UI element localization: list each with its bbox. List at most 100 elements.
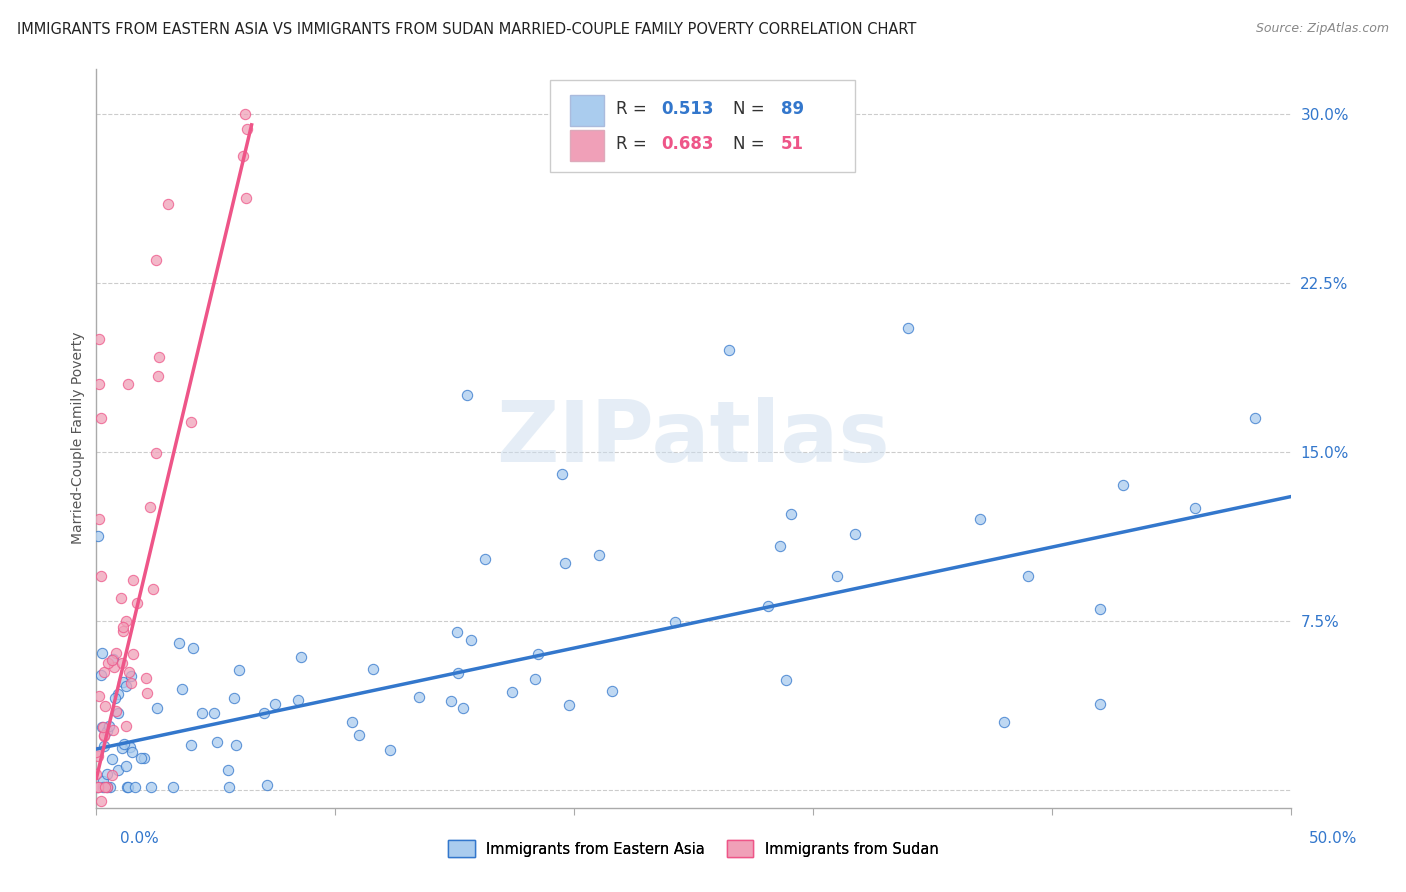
Point — [446, 624, 468, 639]
Point — [111, 740, 134, 755]
Point — [145, 253, 167, 268]
Point — [501, 685, 523, 699]
Point — [101, 652, 124, 666]
Point — [93, 729, 115, 743]
Point — [588, 548, 610, 562]
Point — [121, 573, 143, 587]
Text: Source: ZipAtlas.com: Source: ZipAtlas.com — [1256, 22, 1389, 36]
Point — [98, 780, 121, 795]
Point — [111, 656, 134, 670]
Text: ZIPatlas: ZIPatlas — [496, 397, 890, 480]
Point — [87, 689, 110, 703]
Point — [120, 739, 142, 754]
Point — [94, 780, 117, 795]
FancyBboxPatch shape — [571, 95, 605, 126]
Text: N =: N = — [733, 100, 769, 118]
Text: IMMIGRANTS FROM EASTERN ASIA VS IMMIGRANTS FROM SUDAN MARRIED-COUPLE FAMILY POVE: IMMIGRANTS FROM EASTERN ASIA VS IMMIGRAN… — [17, 22, 917, 37]
Point — [361, 662, 384, 676]
Point — [87, 780, 110, 795]
Point — [191, 706, 214, 720]
Point — [460, 632, 482, 647]
Point — [117, 780, 139, 795]
Point — [96, 780, 118, 795]
Point — [111, 675, 134, 690]
Point — [1112, 478, 1135, 492]
Point — [117, 780, 139, 795]
Point — [132, 751, 155, 765]
Point — [217, 763, 239, 777]
Point — [181, 641, 204, 656]
Point — [233, 106, 256, 120]
Point — [1243, 410, 1265, 425]
Point — [718, 343, 741, 358]
Point — [86, 780, 108, 795]
Point — [602, 683, 624, 698]
Point — [96, 780, 118, 795]
Y-axis label: Married-Couple Family Poverty: Married-Couple Family Poverty — [72, 332, 86, 544]
Point — [897, 320, 920, 334]
Point — [775, 673, 797, 688]
Text: N =: N = — [733, 135, 769, 153]
Point — [122, 647, 145, 661]
Point — [121, 675, 143, 690]
Point — [256, 779, 278, 793]
Point — [287, 693, 309, 707]
Point — [115, 719, 138, 733]
Point — [232, 149, 254, 163]
Point — [101, 768, 124, 782]
Point — [97, 657, 120, 671]
Point — [90, 410, 112, 425]
Point — [664, 615, 686, 629]
Point — [1088, 697, 1111, 711]
Point — [162, 780, 184, 795]
Point — [90, 794, 112, 808]
FancyBboxPatch shape — [550, 79, 855, 172]
Point — [101, 723, 124, 737]
FancyBboxPatch shape — [571, 130, 605, 161]
Point — [408, 690, 430, 704]
Point — [447, 666, 470, 681]
Point — [90, 568, 112, 582]
Point — [121, 745, 143, 759]
Point — [1017, 568, 1039, 582]
Point — [524, 673, 547, 687]
Point — [139, 500, 162, 514]
Point — [110, 591, 132, 606]
Point — [139, 780, 162, 795]
Point — [527, 648, 550, 662]
Text: 0.513: 0.513 — [661, 100, 714, 118]
Point — [474, 552, 496, 566]
Point — [180, 415, 202, 429]
Point — [170, 681, 193, 696]
Point — [93, 739, 115, 754]
Point — [101, 752, 124, 766]
Point — [342, 715, 364, 730]
Point — [135, 686, 157, 700]
Point — [107, 687, 129, 701]
Point — [969, 512, 991, 526]
Point — [135, 671, 157, 685]
Point — [228, 664, 250, 678]
Point — [146, 368, 169, 383]
Point — [98, 719, 121, 733]
Point — [180, 738, 202, 752]
Point — [145, 446, 167, 460]
Point — [91, 647, 114, 661]
Point — [129, 751, 152, 765]
Point — [91, 719, 114, 733]
Text: 0.0%: 0.0% — [120, 831, 159, 846]
Point — [114, 759, 136, 773]
Point — [104, 647, 127, 661]
Point — [91, 720, 114, 734]
Point — [96, 723, 118, 738]
Point — [222, 691, 245, 706]
Point — [101, 653, 124, 667]
Point — [125, 595, 148, 609]
Point — [148, 351, 170, 365]
Text: 0.683: 0.683 — [661, 135, 714, 153]
Point — [91, 780, 114, 795]
Point — [756, 599, 779, 614]
Point — [236, 121, 259, 136]
Point — [120, 669, 142, 683]
Point — [142, 582, 165, 597]
